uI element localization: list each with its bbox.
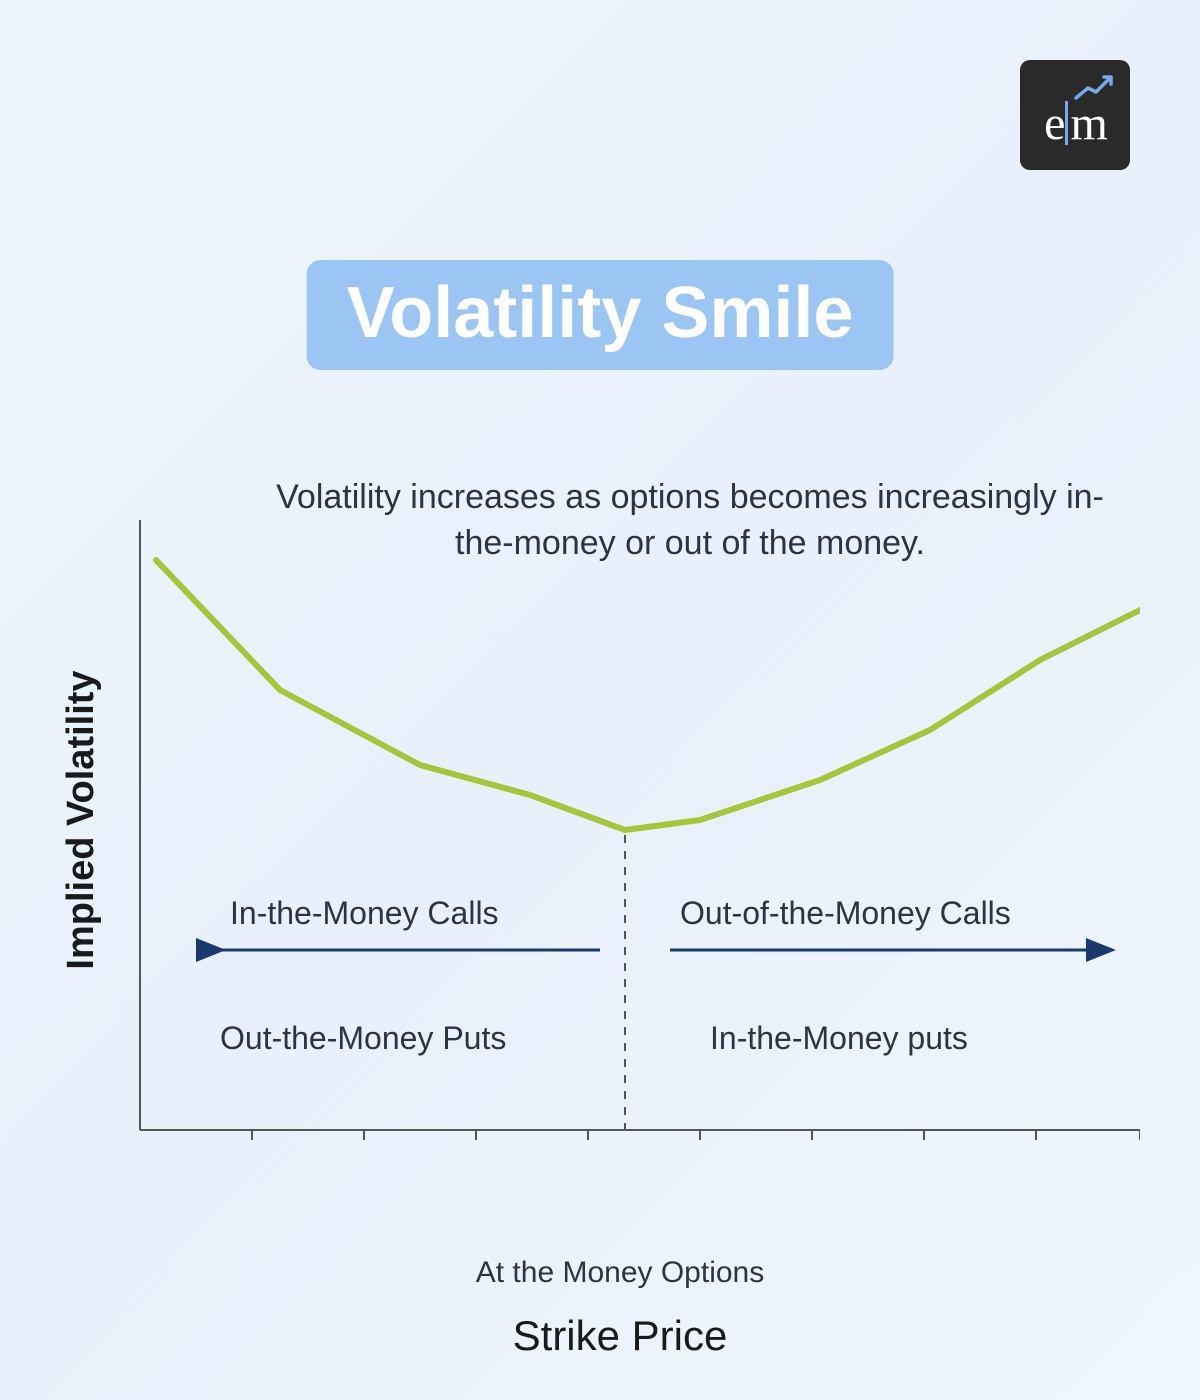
logo-m: m [1070,97,1105,150]
volatility-smile-chart: Implied Volatility In-the-Money Calls Ou… [100,520,1140,1280]
label-otm-puts: Out-the-Money Puts [220,1020,506,1057]
page-title: Volatility Smile [307,260,894,370]
atm-label: At the Money Options [476,1256,765,1290]
x-axis-label: Strike Price [513,1312,728,1360]
logo-bar-icon [1065,101,1068,145]
chart-svg [100,520,1140,1170]
label-itm-calls: In-the-Money Calls [230,895,499,932]
logo-arrow-icon [1074,74,1114,102]
label-itm-puts: In-the-Money puts [710,1020,968,1057]
logo-e: e [1044,97,1063,150]
label-otm-calls: Out-of-the-Money Calls [680,895,1011,932]
logo-text: em [1044,96,1106,151]
brand-logo: em [1020,60,1130,170]
y-axis-label: Implied Volatility [60,670,103,969]
